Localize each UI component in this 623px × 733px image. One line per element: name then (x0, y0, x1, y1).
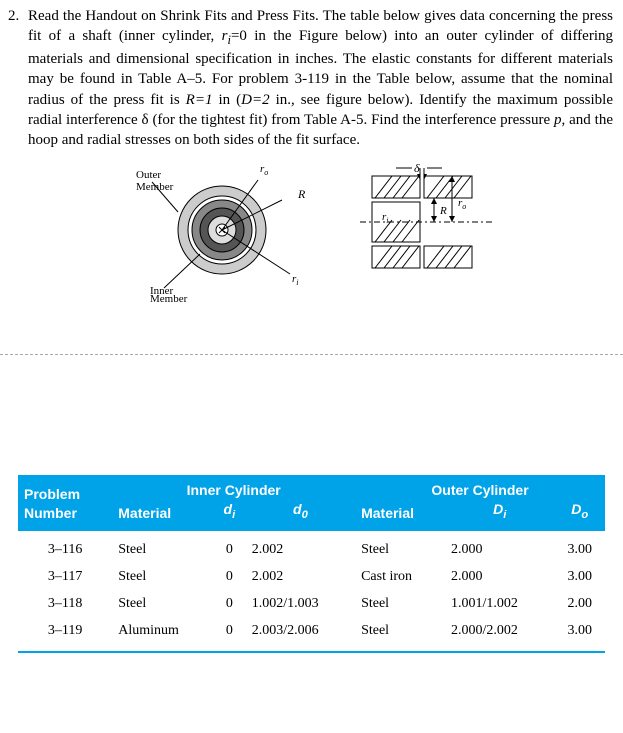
cell-Do: 3.00 (554, 618, 605, 645)
lbl-member2: Member (150, 293, 188, 302)
table-row: 3–119 Aluminum 0 2.003/2.006 Steel 2.000… (18, 618, 605, 645)
cell-imat: Steel (112, 591, 213, 618)
cell-Do: 3.00 (554, 564, 605, 591)
sym-D: D=2 (241, 92, 269, 108)
cell-num: 3–119 (18, 618, 112, 645)
cell-imat: Steel (112, 531, 213, 564)
hdr-number: Number (24, 505, 77, 521)
sym-p: p (554, 112, 562, 128)
cell-Do: 2.00 (554, 591, 605, 618)
cell-omat: Steel (355, 618, 445, 645)
table-row: 3–117 Steel 0 2.002 Cast iron 2.000 3.00 (18, 564, 605, 591)
cell-omat: Cast iron (355, 564, 445, 591)
cell-di: 0 (213, 618, 246, 645)
hdr-inner-material: Material (112, 500, 213, 531)
question-block: 2. Read the Handout on Shrink Fits and P… (0, 0, 623, 156)
cell-Di: 2.000 (445, 564, 554, 591)
cell-di: 0 (213, 591, 246, 618)
cell-do: 1.002/1.003 (246, 591, 355, 618)
hdr-inner-cylinder: Inner Cylinder (112, 475, 355, 500)
lbl-ri: ri (292, 273, 299, 287)
cell-num: 3–118 (18, 591, 112, 618)
question-text: Read the Handout on Shrink Fits and Pres… (28, 6, 613, 150)
cell-num: 3–117 (18, 564, 112, 591)
question-number: 2. (8, 6, 28, 150)
cell-di: 0 (213, 564, 246, 591)
lbl-ro2: ro (458, 197, 466, 211)
cell-num: 3–116 (18, 531, 112, 564)
cell-Di: 2.000 (445, 531, 554, 564)
table-row: 3–118 Steel 0 1.002/1.003 Steel 1.001/1.… (18, 591, 605, 618)
cell-do: 2.003/2.006 (246, 618, 355, 645)
cell-omat: Steel (355, 531, 445, 564)
spacer (0, 355, 623, 475)
lbl-R: R (297, 187, 306, 201)
hdr-problem-number: Problem Number (18, 475, 112, 531)
cell-do: 2.002 (246, 531, 355, 564)
hdr-outer-cylinder: Outer Cylinder (355, 475, 605, 500)
cell-imat: Steel (112, 564, 213, 591)
problem-table: Problem Number Inner Cylinder Outer Cyli… (18, 475, 605, 644)
cell-Di: 1.001/1.002 (445, 591, 554, 618)
lbl-member1: Member (136, 181, 174, 193)
lbl-ro: ro (260, 163, 268, 177)
table-bottom-rule (18, 651, 605, 653)
cell-Do: 3.00 (554, 531, 605, 564)
hdr-outer-material: Material (355, 500, 445, 531)
cell-do: 2.002 (246, 564, 355, 591)
sym-R: R=1 (186, 92, 213, 108)
table-body: 3–116 Steel 0 2.002 Steel 2.000 3.00 3–1… (18, 531, 605, 645)
qtext-b: in ( (212, 92, 241, 108)
cell-imat: Aluminum (112, 618, 213, 645)
cell-Di: 2.000/2.002 (445, 618, 554, 645)
table-row: 3–116 Steel 0 2.002 Steel 2.000 3.00 (18, 531, 605, 564)
press-fit-diagram: Outer Member Inner Member R ri ro δ (0, 156, 623, 304)
cell-omat: Steel (355, 591, 445, 618)
problem-table-wrap: Problem Number Inner Cylinder Outer Cyli… (0, 475, 623, 660)
hdr-do: d0 (246, 500, 355, 531)
lbl-delta: δ (414, 162, 420, 175)
lbl-outer: Outer (136, 169, 161, 181)
hdr-di: di (213, 500, 246, 531)
cell-di: 0 (213, 531, 246, 564)
hdr-problem: Problem (24, 486, 80, 502)
hdr-Di: Di (445, 500, 554, 531)
hdr-Do: Do (554, 500, 605, 531)
lbl-R2: R (439, 205, 447, 217)
